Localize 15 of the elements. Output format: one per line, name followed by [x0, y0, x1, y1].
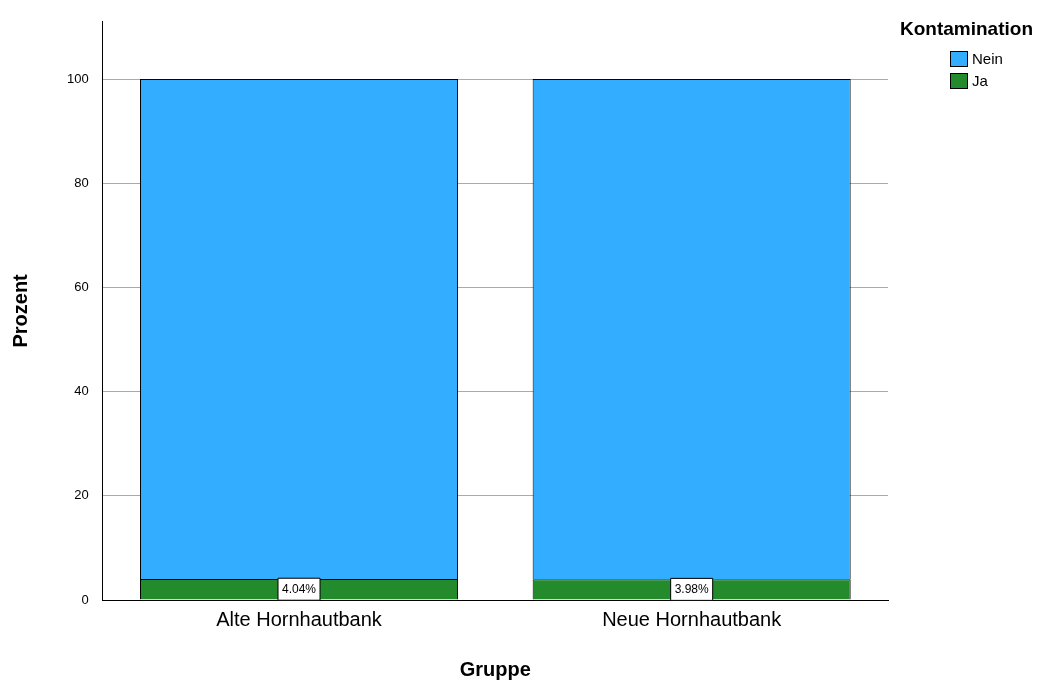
x-tick-label: Neue Hornhautbank: [602, 607, 783, 630]
y-tick-label: 0: [81, 591, 89, 607]
x-axis-title: Gruppe: [459, 657, 531, 680]
y-tick-label: 100: [66, 70, 89, 86]
legend-title: Kontamination: [900, 18, 1033, 40]
y-tick-label: 40: [74, 383, 89, 399]
data-label: 4.04%: [282, 581, 317, 596]
x-tick-label: Alte Hornhautbank: [216, 607, 383, 630]
legend-label: Ja: [972, 72, 988, 89]
text: Nein: [972, 50, 1003, 67]
y-axis-title: Prozent: [8, 273, 31, 348]
y-tick-label: 80: [74, 174, 89, 190]
data-label: 3.98%: [674, 581, 710, 596]
y-tick-label: 60: [74, 279, 89, 295]
y-tick-label: 20: [74, 487, 89, 503]
